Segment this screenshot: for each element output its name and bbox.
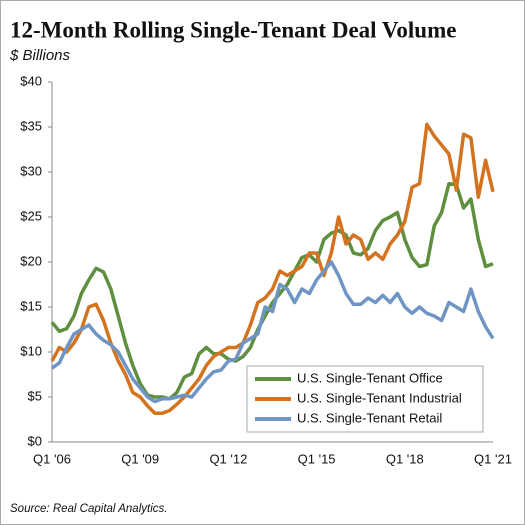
series-line — [50, 260, 495, 404]
series-line — [50, 181, 494, 401]
y-tick-label: $5 — [28, 388, 42, 403]
legend-label: U.S. Single-Tenant Retail — [297, 410, 442, 425]
chart-title: 12-Month Rolling Single-Tenant Deal Volu… — [10, 17, 456, 42]
x-tick-label: Q1 '09 — [121, 451, 159, 466]
y-tick-label: $30 — [20, 163, 42, 178]
legend-label: U.S. Single-Tenant Industrial — [297, 390, 462, 405]
legend-label: U.S. Single-Tenant Office — [297, 370, 443, 385]
x-tick-label: Q1 '06 — [33, 451, 71, 466]
y-tick-label: $35 — [20, 118, 42, 133]
y-tick-label: $15 — [20, 298, 42, 313]
chart-subtitle: $ Billions — [9, 47, 71, 64]
x-tick-label: Q1 '15 — [298, 451, 336, 466]
y-tick-label: $0 — [28, 433, 42, 448]
series-line — [50, 122, 495, 415]
source-note: Source: Real Capital Analytics. — [10, 503, 167, 515]
x-tick-label: Q1 '18 — [386, 451, 424, 466]
y-tick-label: $20 — [20, 253, 42, 268]
x-tick-label: Q1 '12 — [209, 451, 247, 466]
x-tick-label: Q1 '21 — [474, 451, 512, 466]
y-tick-label: $25 — [20, 208, 42, 223]
y-tick-label: $40 — [20, 73, 42, 88]
y-tick-label: $10 — [20, 343, 42, 358]
